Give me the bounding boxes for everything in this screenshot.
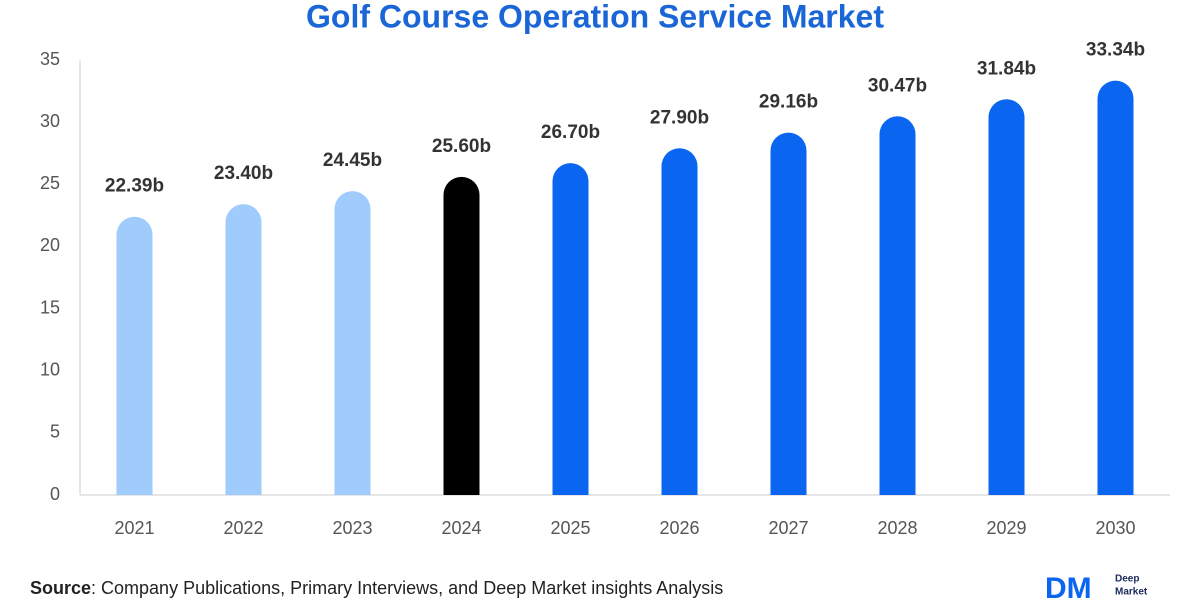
value-label: 24.45b	[323, 150, 382, 171]
source: Source: Company Publications, Primary In…	[30, 578, 723, 598]
y-tick-label: 15	[40, 297, 60, 317]
x-tick-label: 2023	[332, 518, 372, 538]
logo-mark: DM	[1045, 572, 1092, 600]
x-tick-label: 2027	[768, 518, 808, 538]
y-tick-label: 35	[40, 49, 60, 69]
y-tick-label: 10	[40, 359, 60, 379]
value-label: 29.16b	[759, 92, 818, 113]
y-tick-label: 20	[40, 235, 60, 255]
value-label: 31.84b	[977, 58, 1036, 79]
x-tick-label: 2028	[877, 518, 917, 538]
value-label: 22.39b	[105, 176, 164, 197]
y-tick-label: 25	[40, 173, 60, 193]
logo-name: Deep	[1115, 574, 1139, 585]
x-tick-label: 2022	[223, 518, 263, 538]
source-text: : Company Publications, Primary Intervie…	[91, 578, 723, 598]
bar	[443, 176, 480, 496]
bar	[334, 191, 371, 495]
y-tick-label: 0	[50, 484, 60, 504]
bar	[1097, 80, 1134, 495]
value-label: 26.70b	[541, 122, 600, 143]
x-tick-label: 2029	[986, 518, 1026, 538]
value-label: 25.60b	[432, 136, 491, 157]
x-tick-label: 2024	[441, 518, 481, 538]
x-tick-label: 2021	[114, 518, 154, 538]
bar	[879, 116, 916, 495]
x-tick-label: 2026	[659, 518, 699, 538]
y-tick-label: 5	[50, 422, 60, 442]
bar	[116, 216, 153, 495]
bar	[661, 148, 698, 496]
logo: DM Deep Market	[1045, 572, 1148, 600]
y-tick-label: 30	[40, 111, 60, 131]
value-label: 33.34b	[1086, 40, 1145, 61]
bar	[770, 132, 807, 495]
x-tick-label: 2030	[1095, 518, 1135, 538]
value-label: 30.47b	[868, 75, 927, 96]
chart-title: Golf Course Operation Service Market	[306, 0, 884, 34]
value-label: 23.40b	[214, 163, 273, 184]
bar	[225, 204, 262, 495]
value-label: 27.90b	[650, 107, 709, 128]
source-label: Source	[30, 578, 91, 598]
bar	[552, 163, 589, 495]
logo-name: Market	[1115, 587, 1148, 598]
x-tick-label: 2025	[550, 518, 590, 538]
bar	[988, 99, 1025, 495]
